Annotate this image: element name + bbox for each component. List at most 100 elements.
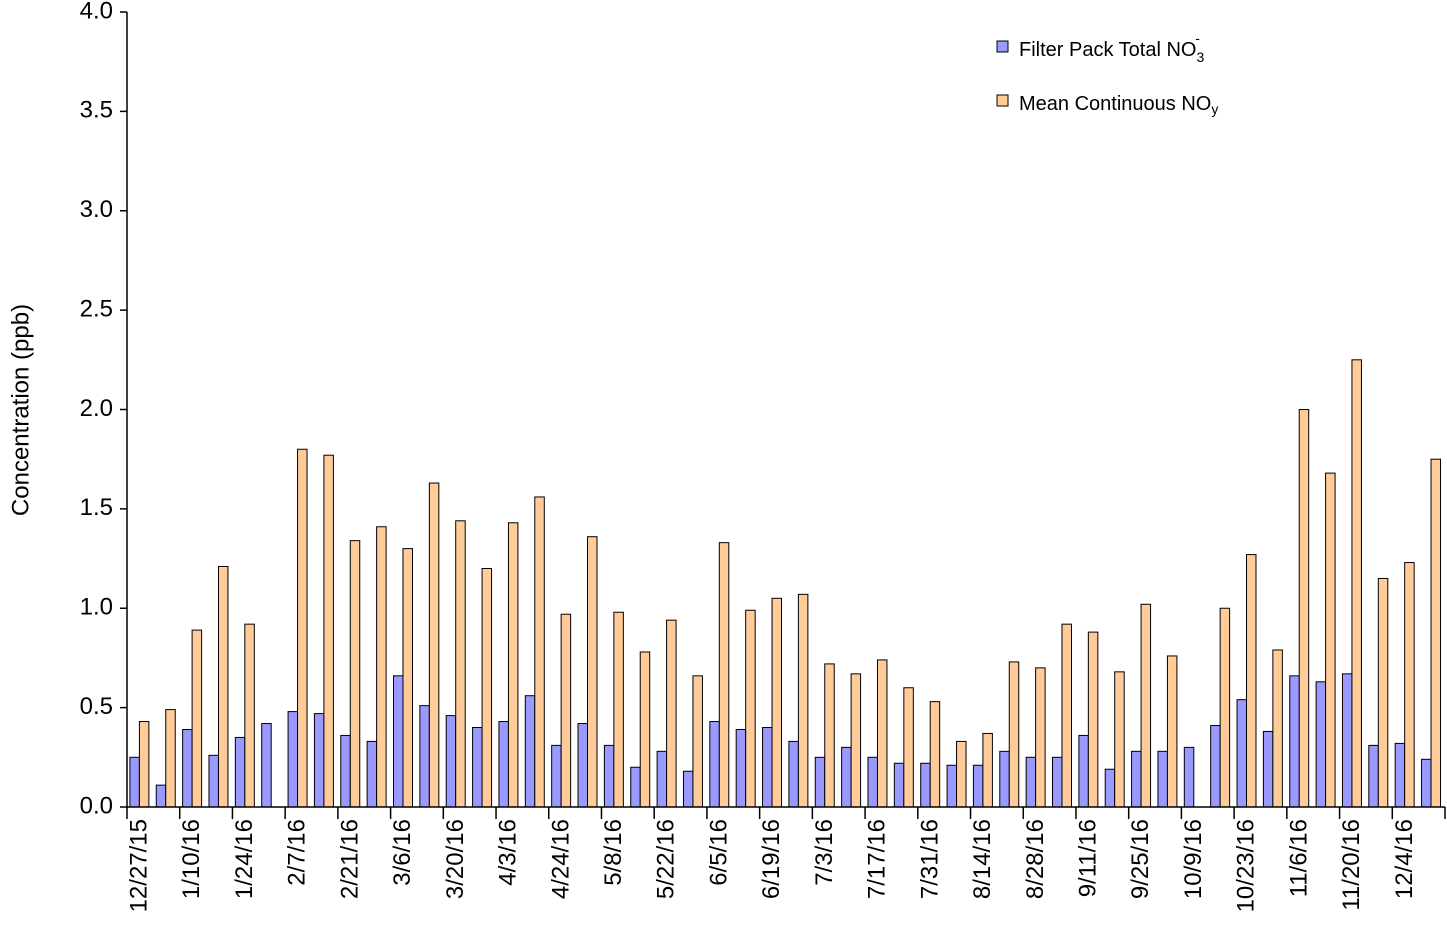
bar-mean-noy [1140, 603, 1152, 808]
bar-filter-pack [1262, 730, 1274, 808]
x-tick-label: 8/14/16 [969, 819, 996, 899]
bar-filter-pack [498, 721, 509, 808]
bar-filter-pack [1157, 750, 1168, 808]
bar-mean-noy [138, 721, 150, 808]
axes [126, 12, 1446, 819]
legend-label-noy: Mean Continuous NOy [1019, 93, 1218, 117]
bar-filter-pack [1368, 744, 1379, 808]
bar-filter-pack [287, 711, 299, 808]
bar-filter-pack [630, 766, 641, 808]
x-tick-label: 2/7/16 [284, 819, 311, 886]
x-tick-label: 5/8/16 [600, 819, 627, 886]
bars [129, 359, 1442, 808]
legend-label-filter-pack-sub: 3 [1196, 49, 1204, 65]
bar-filter-pack [1210, 725, 1221, 808]
bar-mean-noy [587, 536, 598, 808]
bar-mean-noy [824, 663, 835, 808]
x-tick-label: 6/5/16 [705, 819, 732, 886]
bar-filter-pack [1315, 681, 1327, 808]
bar-filter-pack [1183, 746, 1195, 808]
bar-filter-pack [999, 750, 1010, 808]
bar-mean-noy [771, 597, 783, 808]
bar-filter-pack [551, 744, 562, 808]
x-tick-label: 12/27/15 [126, 819, 153, 912]
y-tick-label: 2.5 [80, 295, 113, 322]
legend-swatch-noy [996, 94, 1009, 107]
bar-mean-noy [1377, 577, 1389, 808]
bar-mean-noy [1035, 667, 1046, 808]
bar-mean-noy [1298, 409, 1310, 808]
bar-mean-noy [1219, 607, 1231, 808]
x-tick-label: 1/24/16 [231, 819, 258, 899]
x-tick-label: 12/4/16 [1391, 819, 1418, 899]
bar-filter-pack [234, 736, 246, 808]
x-tick-labels: 12/27/15 1/10/16 1/24/16 2/7/16 2/21/16 3/6/1… [126, 819, 1418, 912]
bar-mean-noy [297, 448, 308, 808]
x-tick-label: 5/22/16 [653, 819, 680, 899]
bar-filter-pack [445, 715, 457, 808]
bar-mean-noy [1008, 661, 1020, 808]
bar-filter-pack [1341, 673, 1353, 808]
bar-filter-pack [603, 744, 615, 808]
bar-mean-noy [982, 732, 993, 808]
bar-filter-pack [893, 762, 905, 808]
bar-filter-pack [1421, 758, 1432, 808]
bar-mean-noy [1166, 655, 1178, 808]
y-tick-label: 4.0 [80, 0, 113, 24]
bar-filter-pack [208, 754, 219, 808]
legend-swatch-filter-pack [996, 40, 1009, 53]
bar-filter-pack [313, 713, 325, 808]
bar-filter-pack [946, 764, 958, 808]
y-tick-label: 1.5 [80, 494, 113, 521]
bar-filter-pack [340, 734, 351, 808]
legend-label-filter-pack-sup: - [1195, 30, 1200, 46]
bar-filter-pack [1394, 742, 1406, 808]
bar-filter-pack [155, 784, 167, 808]
bar-mean-noy [217, 566, 229, 808]
bar-mean-noy [1087, 631, 1099, 808]
bar-mean-noy [455, 520, 466, 808]
legend-label-noy-sub: y [1211, 101, 1218, 117]
x-tick-label: 1/10/16 [178, 819, 205, 899]
bar-filter-pack [1025, 756, 1037, 808]
bar-filter-pack [393, 675, 404, 808]
x-tick-label: 10/9/16 [1180, 819, 1207, 899]
x-tick-label: 3/20/16 [442, 819, 469, 899]
bar-filter-pack [419, 705, 430, 808]
bar-mean-noy [1351, 359, 1362, 808]
bar-mean-noy [165, 709, 176, 808]
bar-filter-pack [577, 723, 589, 808]
x-tick-label: 9/25/16 [1127, 819, 1154, 899]
bar-mean-noy [191, 629, 203, 808]
bar-mean-noy [507, 522, 519, 808]
y-tick-label: 1.0 [80, 594, 113, 621]
bar-mean-noy [349, 540, 361, 808]
x-tick-label: 11/6/16 [1285, 819, 1312, 897]
bar-mean-noy [1272, 649, 1283, 808]
x-tick-label: 3/6/16 [389, 819, 416, 886]
bar-mean-noy [797, 593, 809, 808]
bar-filter-pack [709, 721, 720, 808]
bar-mean-noy [613, 611, 624, 808]
x-tick-label: 9/11/16 [1074, 819, 1101, 897]
bar-filter-pack [762, 727, 773, 808]
bar-mean-noy [903, 687, 914, 808]
bar-mean-noy [929, 701, 941, 808]
bar-mean-noy [1114, 671, 1125, 808]
bar-filter-pack [656, 750, 668, 808]
bar-mean-noy [745, 609, 756, 808]
bar-mean-noy [1404, 562, 1415, 808]
bar-mean-noy [666, 619, 677, 808]
y-tick-label: 3.0 [80, 196, 113, 223]
legend-label-filter-pack-main: Filter Pack Total NO [1019, 39, 1196, 61]
bar-filter-pack [1236, 699, 1248, 808]
x-tick-label: 10/23/16 [1233, 819, 1260, 912]
bar-filter-pack [472, 727, 483, 808]
bar-filter-pack [1131, 750, 1142, 808]
bar-mean-noy [560, 613, 572, 808]
x-tick-label: 6/19/16 [758, 819, 785, 899]
bar-filter-pack [524, 695, 536, 808]
bar-filter-pack [182, 728, 193, 808]
y-tick-label: 2.0 [80, 395, 113, 422]
